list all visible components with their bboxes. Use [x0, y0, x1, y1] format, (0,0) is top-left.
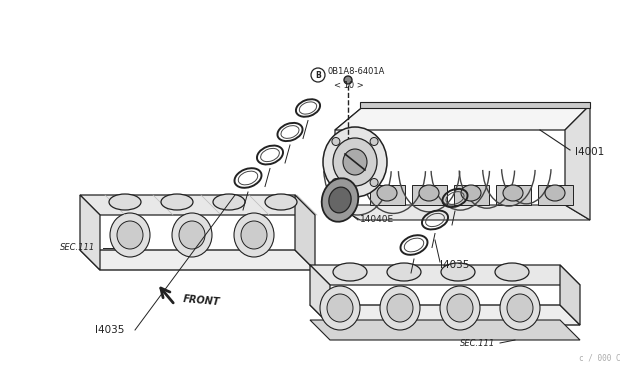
- Ellipse shape: [441, 263, 475, 281]
- Ellipse shape: [370, 138, 378, 145]
- Polygon shape: [412, 185, 447, 205]
- Ellipse shape: [332, 179, 340, 186]
- Ellipse shape: [380, 286, 420, 330]
- Text: l4035: l4035: [440, 260, 469, 270]
- Ellipse shape: [241, 221, 267, 249]
- Ellipse shape: [440, 286, 480, 330]
- Ellipse shape: [495, 263, 529, 281]
- Polygon shape: [360, 102, 590, 108]
- Polygon shape: [310, 305, 580, 325]
- Ellipse shape: [323, 127, 387, 197]
- Text: < 10 >: < 10 >: [334, 80, 364, 90]
- Text: l4035: l4035: [95, 325, 124, 335]
- Polygon shape: [335, 105, 365, 205]
- Polygon shape: [310, 265, 330, 325]
- Ellipse shape: [507, 294, 533, 322]
- Ellipse shape: [343, 149, 367, 175]
- Polygon shape: [310, 265, 580, 285]
- Polygon shape: [80, 250, 315, 270]
- Ellipse shape: [419, 185, 439, 201]
- Ellipse shape: [387, 263, 421, 281]
- Ellipse shape: [387, 294, 413, 322]
- Polygon shape: [335, 205, 590, 220]
- Ellipse shape: [161, 194, 193, 210]
- Ellipse shape: [447, 294, 473, 322]
- Ellipse shape: [503, 185, 523, 201]
- Polygon shape: [310, 320, 580, 340]
- Ellipse shape: [213, 194, 245, 210]
- Ellipse shape: [332, 138, 340, 145]
- Ellipse shape: [265, 194, 297, 210]
- Polygon shape: [538, 185, 573, 205]
- Polygon shape: [335, 105, 590, 130]
- Ellipse shape: [333, 263, 367, 281]
- Ellipse shape: [234, 213, 274, 257]
- Text: FRONT: FRONT: [183, 294, 221, 308]
- Ellipse shape: [329, 187, 351, 213]
- Ellipse shape: [461, 185, 481, 201]
- Polygon shape: [80, 195, 100, 270]
- Ellipse shape: [344, 76, 352, 84]
- Ellipse shape: [172, 213, 212, 257]
- Text: B: B: [315, 71, 321, 80]
- Text: 14040E: 14040E: [360, 215, 394, 224]
- Text: SEC.111: SEC.111: [460, 339, 495, 347]
- Text: l4001: l4001: [575, 147, 604, 157]
- Ellipse shape: [327, 294, 353, 322]
- Polygon shape: [80, 195, 315, 215]
- Ellipse shape: [377, 185, 397, 201]
- Polygon shape: [454, 185, 489, 205]
- Ellipse shape: [333, 138, 377, 186]
- Text: SEC.111: SEC.111: [60, 244, 95, 253]
- Ellipse shape: [545, 185, 565, 201]
- Ellipse shape: [117, 221, 143, 249]
- Polygon shape: [496, 185, 531, 205]
- Ellipse shape: [109, 194, 141, 210]
- Ellipse shape: [322, 178, 358, 222]
- Polygon shape: [565, 105, 590, 220]
- Ellipse shape: [370, 179, 378, 186]
- Ellipse shape: [110, 213, 150, 257]
- Text: c / 000 C: c / 000 C: [579, 353, 621, 362]
- Polygon shape: [370, 185, 405, 205]
- Ellipse shape: [500, 286, 540, 330]
- Polygon shape: [560, 265, 580, 325]
- Ellipse shape: [320, 286, 360, 330]
- Text: 0B1A8-6401A: 0B1A8-6401A: [328, 67, 385, 77]
- Polygon shape: [295, 195, 315, 270]
- Ellipse shape: [179, 221, 205, 249]
